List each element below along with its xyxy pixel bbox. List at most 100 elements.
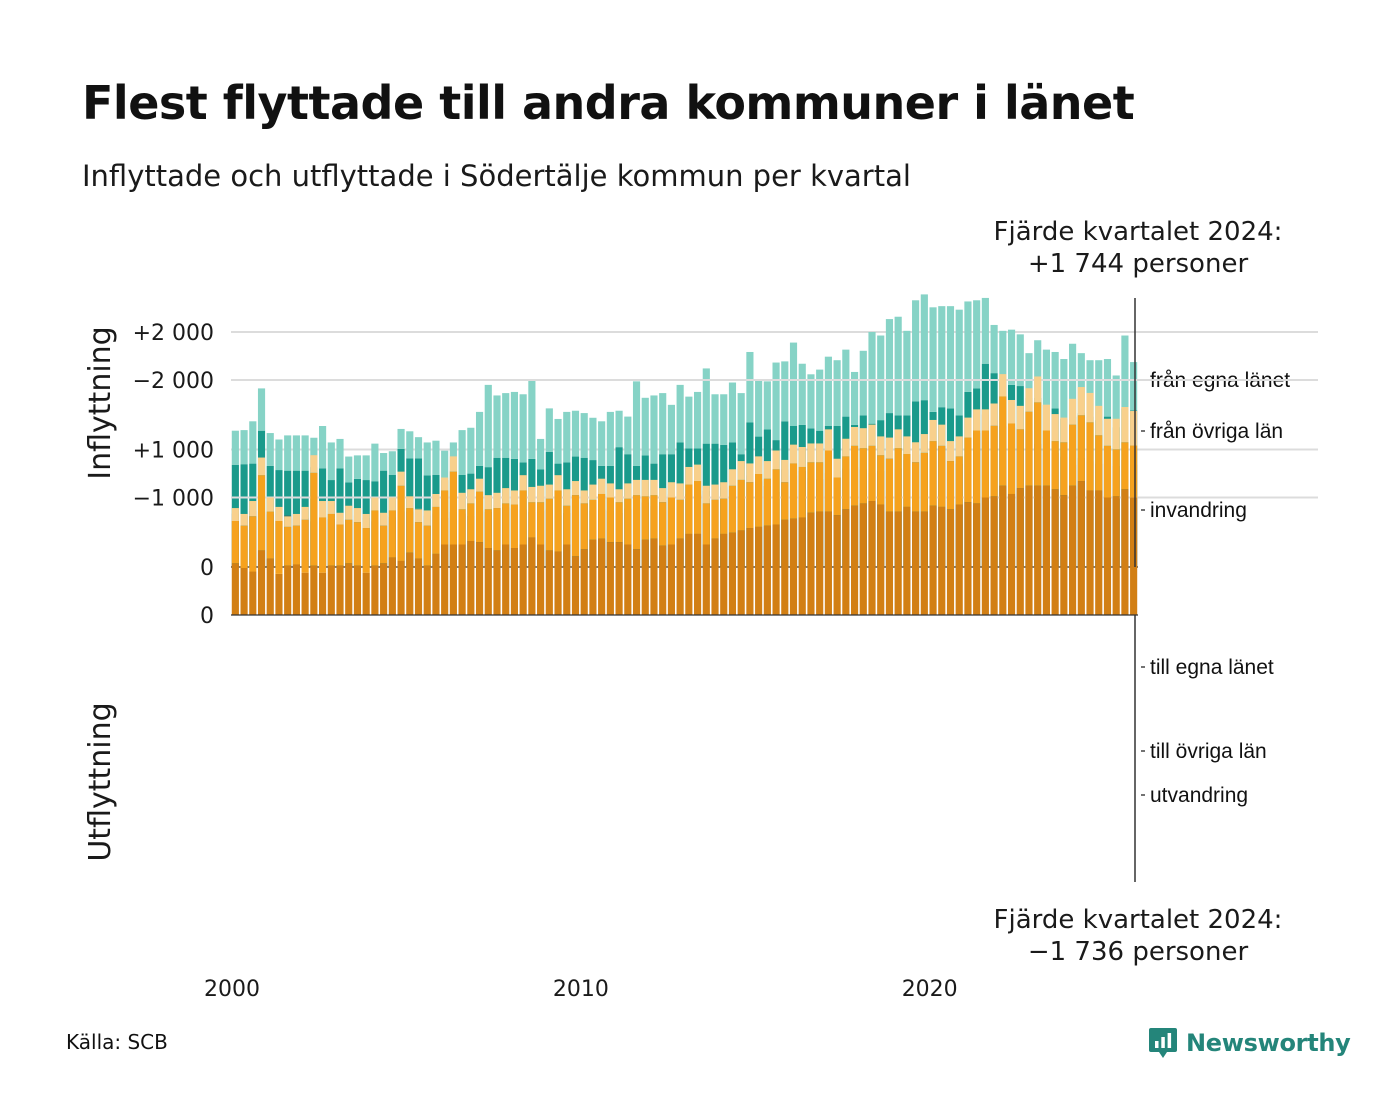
outflow-bar-utvandring	[310, 455, 318, 473]
inflow-bar-invandring	[833, 360, 841, 426]
outflow-bar-till-egna-länet	[973, 503, 981, 616]
brand-logo[interactable]: Newsworthy	[1148, 1024, 1351, 1062]
outflow-bar-utvandring	[912, 442, 920, 463]
outflow-bar-till-egna-länet	[301, 572, 309, 615]
outflow-bar-utvandring	[563, 489, 571, 506]
outflow-bar-till-egna-länet	[1007, 493, 1016, 615]
outflow-bar-till-övriga-län	[824, 450, 832, 512]
outflow-bar-utvandring	[301, 506, 309, 520]
outflow-bar-utvandring	[353, 508, 362, 523]
outflow-bar-till-egna-länet	[920, 511, 928, 615]
outflow-bar-utvandring	[1130, 411, 1138, 446]
inflow-bar-från-övriga-län	[362, 480, 370, 518]
inflow-bar-från-övriga-län	[292, 470, 300, 519]
outflow-bar-till-egna-länet	[519, 544, 527, 615]
outflow-bar-till-egna-länet	[449, 544, 457, 615]
inflow-bar-från-övriga-län	[319, 468, 327, 517]
inflow-bar-från-övriga-län	[563, 462, 571, 513]
inflow-bar-invandring	[327, 442, 335, 481]
inflow-bar-invandring	[301, 435, 309, 471]
inflow-bar-invandring	[336, 438, 344, 469]
outflow-bar-till-egna-länet	[249, 571, 257, 615]
outflow-bar-utvandring	[257, 457, 266, 476]
outflow-bar-utvandring	[755, 456, 763, 475]
outflow-bar-utvandring	[554, 475, 562, 491]
outflow-bar-utvandring	[999, 374, 1007, 397]
outflow-bar-till-övriga-län	[1016, 429, 1024, 489]
inflow-bar-invandring	[850, 371, 859, 425]
outflow-bar-utvandring	[676, 483, 684, 500]
inflow-bar-från-övriga-län	[528, 458, 536, 512]
inflow-bar-invandring	[441, 450, 449, 481]
outflow-bar-utvandring	[711, 484, 719, 500]
outflow-bar-till-egna-länet	[842, 509, 850, 615]
outflow-bar-till-egna-länet	[1042, 485, 1050, 615]
outflow-bar-utvandring	[1025, 388, 1033, 412]
inflow-bar-från-övriga-län	[580, 457, 588, 503]
outflow-bar-till-egna-länet	[257, 550, 266, 616]
outflow-bar-till-övriga-län	[510, 504, 519, 549]
outflow-bar-utvandring	[537, 485, 545, 503]
x-tick-label: 2000	[204, 977, 260, 1002]
inflow-bar-invandring	[545, 408, 553, 452]
inflow-bar-invandring	[1130, 362, 1138, 411]
outflow-bar-utvandring	[737, 461, 745, 480]
outflow-bar-till-övriga-län	[388, 510, 396, 558]
inflow-legend-label: invandring	[1150, 499, 1247, 522]
outflow-bar-utvandring	[441, 477, 449, 491]
outflow-bar-till-övriga-län	[545, 498, 553, 551]
inflow-bar-från-övriga-län	[336, 468, 344, 522]
outflow-bar-till-övriga-län	[327, 513, 335, 566]
outflow-bar-till-övriga-län	[938, 445, 946, 507]
outflow-bar-till-egna-länet	[1069, 485, 1077, 615]
outflow-bar-till-övriga-län	[554, 490, 562, 552]
outflow-bar-till-övriga-län	[1042, 430, 1050, 486]
outflow-bar-utvandring	[659, 488, 667, 503]
inflow-bar-invandring	[990, 324, 998, 374]
inflow-bar-invandring	[955, 309, 963, 416]
inflow-bar-från-övriga-län	[667, 454, 675, 495]
outflow-bar-utvandring	[694, 464, 702, 482]
outflow-bar-till-egna-länet	[789, 518, 798, 615]
inflow-bar-invandring	[737, 393, 745, 455]
outflow-bar-till-övriga-län	[781, 482, 789, 520]
outflow-bar-till-övriga-län	[284, 526, 292, 566]
inflow-bar-från-övriga-län	[571, 456, 580, 495]
outflow-bar-till-egna-länet	[659, 545, 667, 615]
outflow-bar-utvandring	[728, 469, 737, 486]
outflow-bar-utvandring	[545, 484, 553, 499]
outflow-bar-till-övriga-län	[615, 502, 623, 543]
outflow-bar-till-egna-länet	[388, 557, 396, 615]
outflow-bar-utvandring	[528, 486, 536, 503]
inflow-bar-från-övriga-län	[502, 457, 510, 508]
outflow-bar-till-egna-länet	[475, 542, 484, 615]
outflow-bar-utvandring	[1060, 417, 1068, 443]
inflow-bar-invandring	[563, 411, 571, 463]
outflow-bar-utvandring	[606, 483, 614, 498]
outflow-bar-till-övriga-län	[842, 456, 850, 510]
outflow-bar-till-egna-länet	[667, 544, 675, 615]
bar-chart-speech-bubble-icon	[1149, 1028, 1177, 1058]
outflow-bar-till-övriga-län	[1034, 402, 1042, 486]
outflow-bar-utvandring	[973, 409, 981, 431]
inflow-bar-invandring	[842, 349, 850, 417]
annotation-inflow-period: Fjärde kvartalet 2024:	[993, 217, 1283, 247]
outflow-bar-till-övriga-län	[301, 519, 309, 573]
inflow-bar-invandring	[284, 435, 292, 471]
inflow-bar-från-övriga-län	[624, 454, 632, 509]
outflow-bar-till-övriga-län	[353, 522, 362, 566]
inflow-bar-invandring	[650, 395, 658, 464]
inflow-bar-invandring	[554, 418, 562, 464]
inflow-bar-invandring	[571, 410, 580, 457]
outflow-bar-till-egna-länet	[371, 565, 379, 615]
inflow-bar-invandring	[938, 306, 946, 408]
outflow-axis-title: Utflyttning	[83, 702, 118, 861]
outflow-bar-till-övriga-län	[371, 510, 379, 566]
page-subtitle: Inflyttade och utflyttade i Södertälje k…	[82, 159, 911, 193]
inflow-bar-invandring	[632, 381, 641, 466]
inflow-bar-från-övriga-län	[728, 442, 737, 490]
outflow-bar-till-egna-länet	[798, 517, 806, 615]
outflow-bar-till-övriga-län	[798, 466, 806, 518]
annotation-inflow-value: +1 744 personer	[1027, 249, 1249, 279]
outflow-bar-till-egna-länet	[510, 548, 519, 615]
